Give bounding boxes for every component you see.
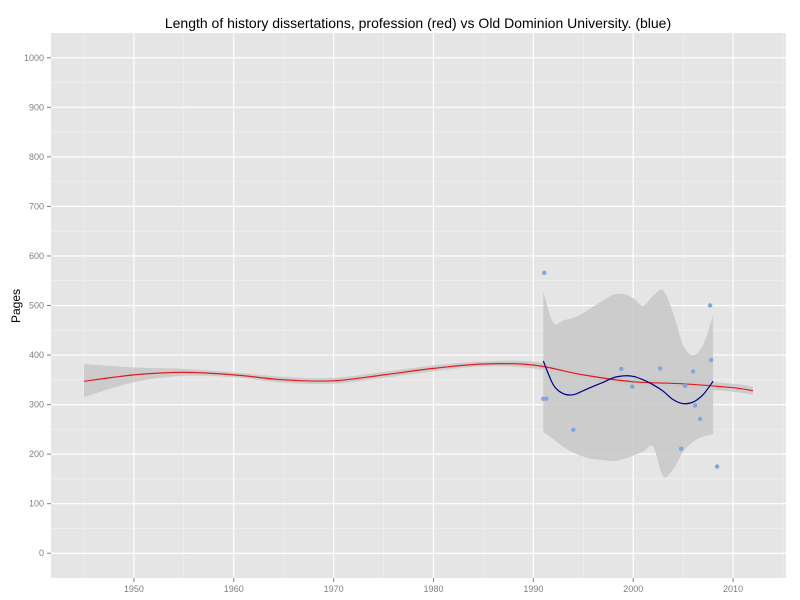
x-tick-label: 1960 [224,584,244,594]
chart-title: Length of history dissertations, profess… [165,15,671,31]
x-tick-label: 2010 [723,584,743,594]
data-point [657,366,663,371]
y-tick-label: 700 [29,201,44,211]
y-tick-label: 600 [29,251,44,261]
smooth-line-1 [542,360,714,405]
confidence-band-1 [543,289,714,478]
y-tick-label: 0 [39,548,44,558]
data-point [630,384,635,389]
x-tick-label: 1970 [324,584,344,594]
smooth-line-0 [83,362,754,392]
y-tick-label: 900 [29,102,44,112]
data-point [714,464,720,469]
data-point [690,369,696,374]
y-tick-label: 400 [29,350,44,360]
data-point [697,416,703,422]
x-tick-label: 2000 [623,584,643,594]
data-point [682,383,688,388]
data-point [707,303,713,308]
y-tick-label: 800 [29,152,44,162]
y-tick-label: 500 [29,301,44,311]
plot-panel: 0 100 200 300 400 500 600 700 800 900 1000 1950 1960… [24,33,786,594]
data-point [708,357,714,363]
y-axis-label: Pages [9,289,23,323]
y-tick-label: 200 [29,449,44,459]
x-tick-label: 1950 [124,584,144,594]
y-tick-label: 100 [29,499,44,509]
data-point [542,270,547,275]
x-tick-label: 1990 [523,584,543,594]
data-point [571,427,576,433]
data-point [692,403,698,408]
data-point [619,366,624,372]
y-tick-label: 1000 [24,53,44,63]
data-point [544,396,549,401]
y-tick-label: 300 [29,400,44,410]
data-point [678,446,684,451]
x-tick-label: 1980 [423,584,443,594]
